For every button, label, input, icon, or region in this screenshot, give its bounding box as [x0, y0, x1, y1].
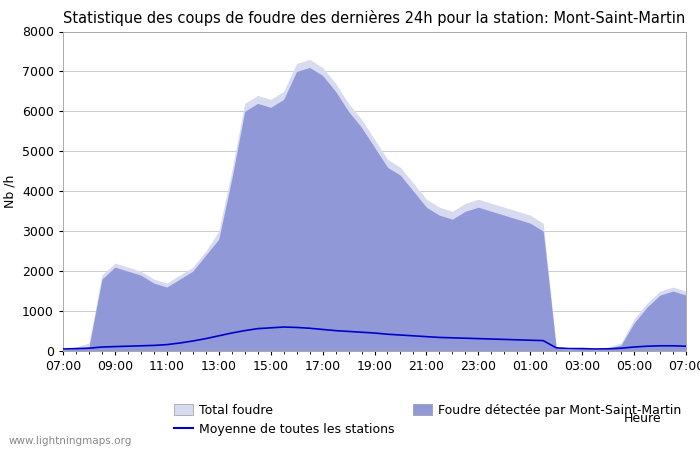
- Text: www.lightningmaps.org: www.lightningmaps.org: [8, 436, 132, 446]
- Legend: Total foudre, Moyenne de toutes les stations, Foudre détectée par Mont-Saint-Mar: Total foudre, Moyenne de toutes les stat…: [169, 399, 687, 441]
- Title: Statistique des coups de foudre des dernières 24h pour la station: Mont-Saint-Ma: Statistique des coups de foudre des dern…: [64, 10, 685, 26]
- Text: Heure: Heure: [624, 412, 662, 425]
- Y-axis label: Nb /h: Nb /h: [4, 175, 16, 208]
